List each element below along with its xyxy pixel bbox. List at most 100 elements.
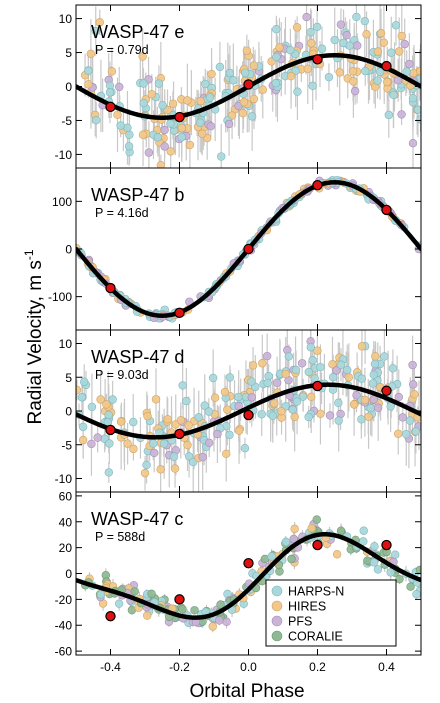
data-point — [104, 468, 114, 477]
data-point — [379, 38, 389, 47]
data-point — [370, 542, 379, 551]
data-point — [91, 26, 100, 36]
panel-title: WASP-47 e — [91, 22, 184, 42]
data-point — [116, 417, 126, 426]
y-tick-label: 10 — [59, 12, 73, 26]
data-point — [357, 374, 367, 383]
data-point — [398, 413, 407, 422]
legend-box — [265, 579, 397, 647]
binned-point — [174, 594, 185, 605]
y-tick-label: 0 — [65, 80, 72, 94]
panel-3: -10 -5 0 5 10 WASP-47 dP = 9.03d — [55, 329, 422, 493]
y-tick-label: 5 — [65, 371, 72, 385]
plot-area — [76, 5, 421, 168]
data-point — [288, 405, 297, 414]
data-point — [350, 86, 360, 96]
data-point — [123, 439, 132, 448]
data-point — [272, 52, 281, 62]
data-point — [276, 406, 286, 416]
panel-title: WASP-47 d — [91, 347, 184, 367]
data-point — [208, 373, 218, 383]
data-point — [248, 361, 258, 370]
x-tick-label: -0.2 — [169, 660, 190, 674]
binned-point — [174, 111, 185, 123]
data-point — [352, 391, 361, 400]
x-tick-label: 0.0 — [240, 660, 257, 674]
data-point — [205, 93, 215, 102]
x-tick-label: 0.2 — [309, 660, 326, 674]
data-point — [224, 119, 234, 129]
x-axis-label: Orbital Phase — [189, 681, 304, 702]
y-tick-label: -5 — [61, 114, 72, 128]
data-point — [116, 121, 125, 130]
data-point — [263, 378, 272, 388]
data-point — [76, 385, 82, 395]
data-point — [348, 67, 358, 76]
data-point — [258, 359, 267, 368]
binned-point — [381, 385, 392, 396]
x-tick-label: 0.4 — [378, 660, 395, 674]
data-point — [304, 367, 314, 377]
data-point — [238, 108, 248, 118]
y-tick-label: 100 — [52, 195, 72, 209]
data-point — [151, 395, 161, 404]
data-point — [312, 515, 321, 524]
model-curve — [76, 532, 421, 620]
data-point — [170, 464, 180, 473]
data-point — [405, 59, 414, 69]
data-point — [328, 373, 338, 382]
data-point — [240, 443, 250, 453]
y-tick-label: -5 — [61, 438, 72, 452]
y-tick-label: 40 — [59, 515, 73, 529]
data-point — [405, 416, 415, 425]
data-point — [370, 359, 380, 369]
data-point — [290, 524, 299, 534]
data-point — [335, 68, 344, 77]
data-point — [336, 526, 346, 536]
data-point — [364, 412, 373, 421]
data-point — [138, 52, 147, 61]
data-point — [353, 41, 362, 50]
data-point — [129, 417, 138, 427]
data-point — [184, 421, 193, 430]
data-point — [166, 119, 175, 128]
data-point — [216, 600, 225, 609]
data-point — [383, 77, 392, 87]
data-point — [268, 411, 277, 420]
data-point — [332, 550, 342, 559]
data-point — [304, 412, 313, 422]
legend-marker — [271, 615, 283, 627]
data-point — [408, 360, 417, 370]
data-point — [144, 148, 154, 157]
data-point — [195, 118, 205, 127]
data-point — [87, 439, 96, 449]
data-point — [400, 39, 409, 49]
data-point — [223, 405, 232, 414]
binned-point — [105, 424, 116, 436]
data-point — [139, 98, 148, 108]
data-point — [201, 79, 210, 89]
data-point — [160, 142, 169, 151]
binned-point — [381, 204, 392, 216]
data-point — [290, 412, 299, 422]
data-point — [292, 397, 302, 406]
data-point — [249, 94, 259, 104]
data-point — [185, 140, 195, 150]
y-tick-label: -10 — [55, 148, 73, 162]
binned-point — [105, 610, 116, 622]
data-point — [84, 80, 93, 89]
data-point — [406, 582, 415, 591]
data-point — [343, 365, 352, 375]
plot-area — [76, 175, 421, 323]
data-point — [168, 99, 178, 108]
data-point — [293, 87, 302, 96]
data-point — [225, 430, 234, 440]
y-tick-label: -10 — [55, 472, 73, 486]
y-tick-label: 60 — [59, 489, 73, 503]
data-point — [160, 125, 169, 135]
plot-area — [76, 330, 421, 492]
data-point — [291, 365, 301, 375]
data-point — [286, 71, 296, 81]
